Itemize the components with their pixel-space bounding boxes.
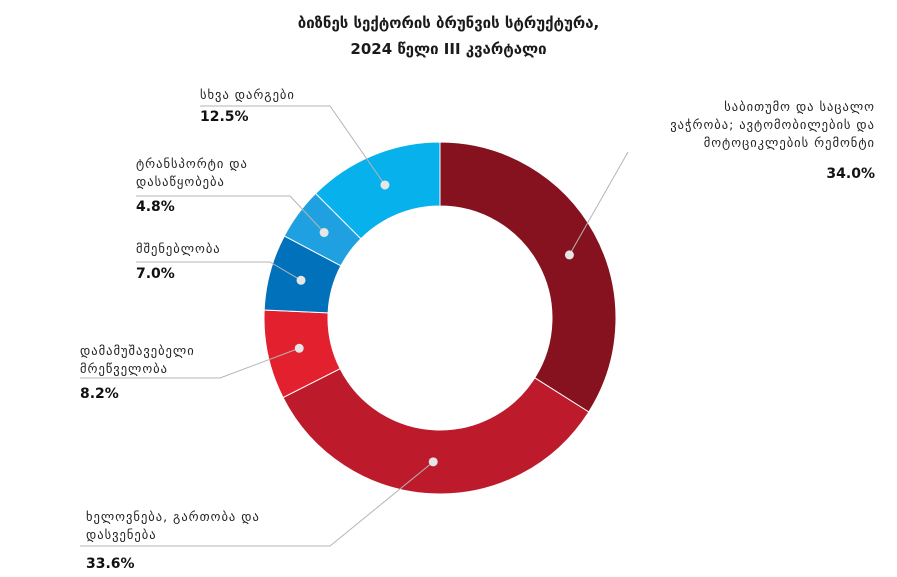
leader-transport-dot [319,228,329,238]
leader-other-dot [380,180,390,190]
chart-title-line1: ბიზნეს სექტორის ბრუნვის სტრუქტურა, [297,14,600,32]
label-trade-line3: მოტოციკლების რემონტი [703,135,875,150]
leader-arts [80,461,434,547]
value-label-manufacturing: 8.2% [80,386,119,402]
label-construction-line1: მშენებლობა [136,241,221,256]
label-transport-line2: დასაწყობება [136,174,225,189]
leader-construction-dot [296,275,306,285]
label-transport: ტრანსპორტი და დასაწყობება [136,155,336,191]
leader-transport [136,195,325,233]
chart-title-line2: 2024 წელი III კვარტალი [350,40,547,58]
value-label-construction: 7.0% [136,266,175,282]
leader-arts-dot [428,457,438,467]
leader-construction [136,261,302,281]
label-manufacturing-line2: მრეწველობა [80,361,169,376]
label-trade-line1: საბითუმო და საცალო [724,99,875,114]
label-manufacturing: დამამუშავებელი მრეწველობა [80,342,300,378]
leader-trade [568,151,629,256]
label-arts: ხელოვნება, გართობა და დასვენება [86,508,346,544]
leader-manufacturing [80,347,300,379]
slice-trade [439,141,617,413]
label-construction: მშენებლობა [136,240,336,258]
value-label-other: 12.5% [200,109,249,125]
value-label-transport: 4.8% [136,199,175,215]
label-manufacturing-line1: დამამუშავებელი [80,343,195,358]
leader-trade-dot [564,250,574,260]
label-arts-line2: დასვენება [86,527,157,542]
slice-arts [282,367,590,495]
value-label-arts: 33.6% [86,556,135,572]
leader-other [200,105,386,186]
label-other: სხვა დარგები [200,86,400,104]
value-label-trade: 34.0% [826,166,875,182]
label-trade-line2: ვაჭრობა; ავტომობილების და [670,117,875,132]
label-transport-line1: ტრანსპორტი და [136,156,248,171]
label-trade: საბითუმო და საცალო ვაჭრობა; ავტომობილები… [560,98,875,152]
slice-other [314,141,441,240]
label-arts-line1: ხელოვნება, გართობა და [86,509,260,524]
leader-manufacturing-dot [294,343,304,353]
label-other-line1: სხვა დარგები [200,87,295,102]
